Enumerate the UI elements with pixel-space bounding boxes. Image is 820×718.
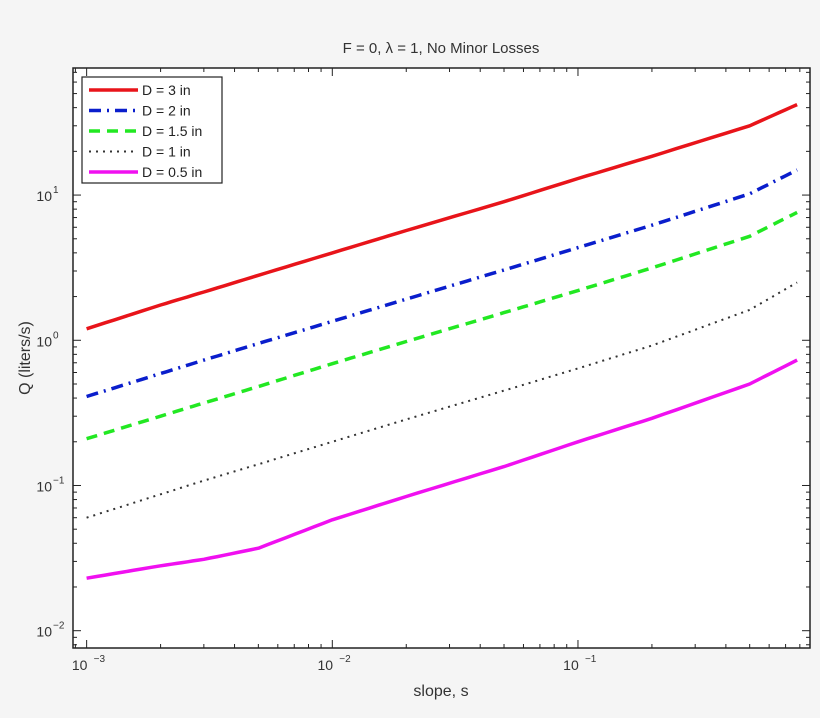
x-tick-label: 10: [563, 657, 579, 673]
legend-label-1: D = 2 in: [142, 103, 191, 119]
series-line-1: [86, 168, 798, 399]
legend-label-0: D = 3 in: [142, 82, 191, 98]
y-tick-exponent: −1: [53, 475, 65, 486]
x-tick-exponent: −2: [339, 654, 351, 665]
y-axis-label: Q (liters/s): [17, 321, 34, 395]
y-tick-label: 10: [36, 624, 52, 640]
series-line-2: [86, 210, 798, 441]
y-tick-exponent: −2: [53, 621, 65, 632]
x-tick-exponent: −1: [585, 654, 597, 665]
legend-label-4: D = 0.5 in: [142, 164, 202, 180]
x-tick-exponent: −3: [94, 654, 106, 665]
x-tick-label: 10: [318, 657, 334, 673]
legend: D = 3 in D = 2 in D = 1.5 in D = 1 in D = 0.…: [81, 76, 223, 184]
legend-label-2: D = 1.5 in: [142, 123, 202, 139]
y-tick-label: 10: [36, 188, 52, 204]
x-tick-label: 10: [72, 657, 88, 673]
y-tick-label: 10: [36, 333, 52, 349]
legend-label-3: D = 1 in: [142, 144, 191, 160]
y-tick-exponent: 0: [53, 330, 59, 341]
series-line-4: [86, 358, 798, 580]
series-line-0: [86, 102, 798, 331]
axes-frame: [72, 67, 811, 649]
series-layer: [86, 102, 798, 580]
y-tick-label: 10: [36, 478, 52, 494]
legend-box: [81, 76, 223, 184]
x-axis-label: slope, s: [413, 683, 468, 700]
x-tick-labels: 10 −3 10 −2 10 −1: [72, 654, 597, 673]
y-tick-exponent: 1: [53, 185, 59, 196]
chart-title: F = 0, λ = 1, No Minor Losses: [343, 40, 540, 57]
